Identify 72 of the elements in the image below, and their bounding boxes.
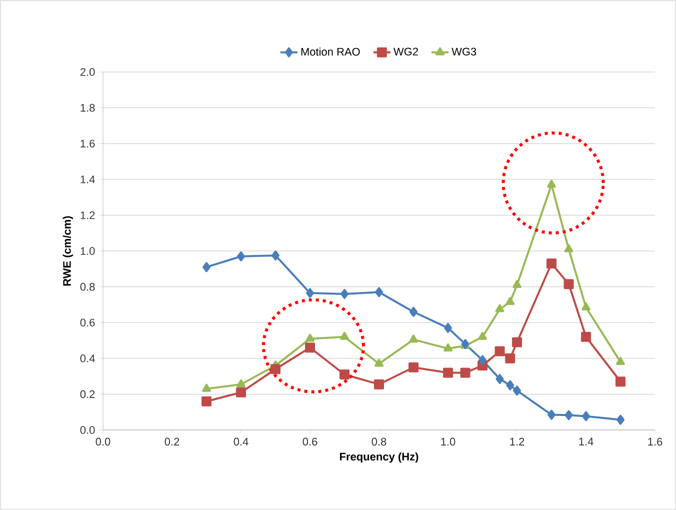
point <box>237 251 246 262</box>
point <box>340 369 350 380</box>
point <box>340 332 349 340</box>
point <box>616 376 626 387</box>
point <box>444 344 452 352</box>
point <box>202 384 211 392</box>
point <box>564 244 574 252</box>
point <box>513 386 522 396</box>
point <box>410 306 418 317</box>
point <box>616 414 624 425</box>
x-tick-label: 0.6 <box>302 438 318 446</box>
x-tick-label: 0.8 <box>372 438 386 446</box>
y-axis-title: RWE (cm/cm) <box>62 216 74 286</box>
point <box>512 337 522 348</box>
point <box>374 379 384 390</box>
point <box>236 379 246 388</box>
x-tick-label: 0.0 <box>96 438 110 446</box>
y-tick-label: 1.8 <box>80 104 95 112</box>
y-tick-label: 1.6 <box>80 140 95 148</box>
x-axis-title: Frequency (Hz) <box>340 452 418 463</box>
legend-label: Motion RAO <box>301 48 360 56</box>
x-tick-label: 0.2 <box>164 438 180 446</box>
point <box>340 288 349 299</box>
point <box>582 302 590 310</box>
point <box>236 387 246 398</box>
y-tick-label: 0.2 <box>80 390 95 398</box>
y-tick-label: 0.6 <box>80 318 95 326</box>
point <box>582 411 590 422</box>
point <box>306 334 314 342</box>
point <box>478 355 487 366</box>
point <box>496 374 504 384</box>
point <box>202 396 212 406</box>
x-tick-label: 1.4 <box>579 438 594 446</box>
point <box>581 332 591 342</box>
point <box>306 288 314 298</box>
y-tick-label: 1.0 <box>80 247 95 255</box>
point <box>506 380 514 390</box>
point <box>409 334 418 343</box>
point <box>460 368 470 378</box>
point <box>374 358 384 367</box>
point <box>408 362 419 372</box>
point <box>305 342 316 353</box>
point <box>505 353 516 364</box>
point <box>272 250 280 260</box>
point <box>202 262 211 272</box>
x-tick-label: 1.0 <box>441 438 456 446</box>
point <box>546 258 557 269</box>
point <box>270 364 281 374</box>
point <box>548 410 556 420</box>
point <box>478 332 487 340</box>
x-tick-label: 0.4 <box>234 438 248 446</box>
y-tick-label: 0.0 <box>80 426 95 434</box>
x-tick-label: 1.6 <box>648 438 662 446</box>
y-tick-label: 2.0 <box>80 68 95 76</box>
point <box>512 280 522 288</box>
y-tick-label: 1.2 <box>80 211 95 220</box>
point <box>547 180 556 188</box>
point <box>494 346 505 356</box>
point <box>443 368 454 378</box>
x-tick-label: 1.2 <box>510 438 524 446</box>
point <box>564 279 574 290</box>
legend-label: WG2 <box>393 48 418 56</box>
point <box>444 322 452 333</box>
point <box>375 287 384 298</box>
y-tick-label: 0.4 <box>80 354 95 362</box>
y-tick-label: 1.4 <box>80 176 95 184</box>
legend-label: WG3 <box>452 48 476 56</box>
point <box>564 410 573 420</box>
point <box>616 356 625 365</box>
point <box>506 297 515 305</box>
point <box>495 304 504 312</box>
y-tick-label: 0.8 <box>80 282 95 291</box>
